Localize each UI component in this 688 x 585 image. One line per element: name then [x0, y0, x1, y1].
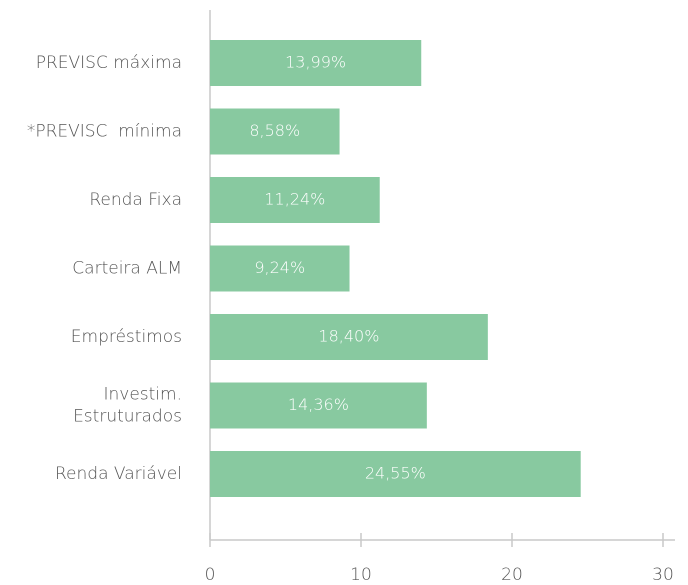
- category-label: *PREVISC mínima: [27, 122, 182, 142]
- category-label: Investim. Estruturados: [73, 385, 182, 427]
- bar: [210, 108, 340, 155]
- value-label: 9,24%: [254, 258, 305, 277]
- x-tick-label: 0: [205, 565, 216, 585]
- x-tick-label: 30: [652, 565, 674, 585]
- category-label: Renda Variável: [55, 464, 182, 484]
- category-label: Renda Fixa: [89, 190, 182, 210]
- value-label: 18,40%: [318, 327, 379, 346]
- x-tick-label: 10: [350, 565, 372, 585]
- category-label: Carteira ALM: [72, 259, 182, 279]
- bar: [210, 314, 488, 360]
- value-label: 24,55%: [365, 464, 426, 483]
- bar: [210, 245, 350, 292]
- value-label: 8,58%: [249, 121, 300, 140]
- bar: [210, 451, 581, 497]
- value-label: 11,24%: [264, 190, 325, 209]
- category-label: Empréstimos: [71, 327, 182, 347]
- x-tick-label: 20: [501, 565, 523, 585]
- value-label: 14,36%: [288, 395, 349, 414]
- category-label: PREVISC máxima: [36, 53, 182, 73]
- value-label: 13,99%: [285, 53, 346, 72]
- bar: [210, 40, 422, 86]
- bar: [210, 382, 427, 429]
- bar: [210, 177, 380, 223]
